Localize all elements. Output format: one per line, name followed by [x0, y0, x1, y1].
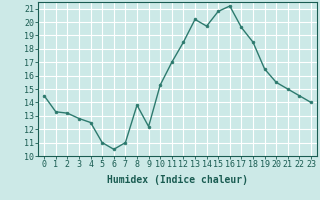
X-axis label: Humidex (Indice chaleur): Humidex (Indice chaleur) [107, 175, 248, 185]
